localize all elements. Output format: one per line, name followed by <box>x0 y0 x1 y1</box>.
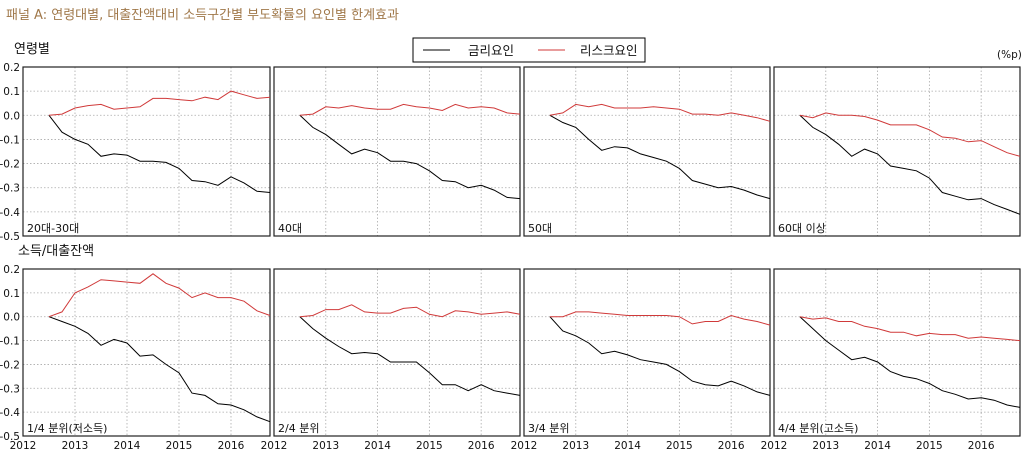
series-line-risk <box>299 304 521 318</box>
y-tick-label: 0.0 <box>3 110 20 122</box>
x-tick-label: 2016 <box>718 440 745 452</box>
y-tick-label: -0.5 <box>0 231 20 243</box>
y-tick-label: -0.1 <box>0 134 20 146</box>
x-tick-label: 2016 <box>968 440 995 452</box>
y-tick-label: -0.2 <box>0 159 20 171</box>
panel-frame <box>523 66 771 237</box>
series-line-rate <box>48 114 271 193</box>
x-tick-label: 2012 <box>761 440 788 452</box>
row-label-age: 연령별 <box>14 42 50 57</box>
x-tick-label: 2012 <box>511 440 538 452</box>
legend: 금리요인 리스크요인 <box>412 37 646 63</box>
series-line-rate <box>48 316 271 423</box>
x-tick-label: 2016 <box>468 440 495 452</box>
y-tick-label: -0.2 <box>0 359 20 371</box>
x-tick-label: 2014 <box>114 440 141 452</box>
series-line-rate <box>799 316 1021 408</box>
y-tick-label: -0.3 <box>0 183 20 195</box>
y-tick-label: -0.3 <box>0 383 20 395</box>
panel-7: 2012 2013 2014 2015 2016 3/4 분위 <box>511 268 771 452</box>
y-tick-label: 0.1 <box>3 86 20 98</box>
legend-label-risk: 리스크요인 <box>580 43 638 58</box>
y-tick-label: 0.1 <box>3 288 20 300</box>
panel-label: 4/4 분위(고소득) <box>778 422 858 435</box>
x-tick-label: 2014 <box>864 440 891 452</box>
y-tick-label: -0.5 <box>0 431 20 443</box>
panel-label: 20대-30대 <box>27 222 79 235</box>
x-tick-label: 2015 <box>416 440 443 452</box>
panel-frame <box>22 268 271 437</box>
series-line-rate <box>299 114 521 200</box>
y-tick-label: -0.4 <box>0 207 20 219</box>
x-tick-label: 2015 <box>916 440 943 452</box>
series-line-rate <box>549 114 771 200</box>
row-label-income: 소득/대출잔액 <box>18 244 94 259</box>
x-tick-label: 2013 <box>62 440 89 452</box>
panel-frame <box>273 268 521 437</box>
panel-frame <box>523 268 771 437</box>
x-tick-label: 2015 <box>166 440 193 452</box>
series-line-rate <box>799 114 1021 215</box>
series-line-risk <box>799 112 1021 157</box>
panel-4: 60대 이상 <box>773 66 1021 237</box>
panel-1: 0.2 0.1 0.0 -0.1 -0.2 -0.3 -0.4 -0.5 20대-30대 <box>0 62 271 243</box>
panel-frame <box>22 66 271 237</box>
x-tick-label: 2014 <box>614 440 641 452</box>
x-tick-label: 2013 <box>812 440 839 452</box>
x-tick-label: 2016 <box>218 440 245 452</box>
panel-label: 2/4 분위 <box>278 422 319 435</box>
x-tick-label: 2013 <box>562 440 589 452</box>
panel-frame <box>773 268 1021 437</box>
panel-label: 60대 이상 <box>778 222 826 235</box>
series-line-risk <box>48 273 271 318</box>
panel-8: 2012 2013 2014 2015 2016 4/4 분위(고소득) <box>761 268 1021 452</box>
x-tick-label: 2014 <box>364 440 391 452</box>
series-line-risk <box>299 103 521 116</box>
x-tick-label: 2012 <box>261 440 288 452</box>
panel-frame <box>773 66 1021 237</box>
y-tick-label: -0.1 <box>0 336 20 348</box>
y-tick-label: 0.2 <box>3 62 20 74</box>
legend-box <box>412 37 646 63</box>
figure-title: 패널 A: 연령대별, 대출잔액대비 소득구간별 부도확률의 요인별 한계효과 <box>6 8 399 23</box>
series-line-risk <box>549 103 771 122</box>
y-tick-label: -0.4 <box>0 407 20 419</box>
panel-2: 40대 <box>273 66 521 237</box>
panel-label: 3/4 분위 <box>528 422 569 435</box>
panel-label: 40대 <box>278 222 302 235</box>
series-line-risk <box>48 90 271 116</box>
x-tick-label: 2012 <box>10 440 37 452</box>
y-tick-label: 0.0 <box>3 312 20 324</box>
legend-label-rate: 금리요인 <box>468 43 514 58</box>
series-line-rate <box>549 316 771 396</box>
panel-6: 2012 2013 2014 2015 2016 2/4 분위 <box>261 268 521 452</box>
panel-frame <box>273 66 521 237</box>
x-tick-label: 2013 <box>312 440 339 452</box>
panel-3: 50대 <box>523 66 771 237</box>
unit-label: (%p) <box>997 49 1022 61</box>
panel-label: 50대 <box>528 222 552 235</box>
series-line-risk <box>799 316 1021 342</box>
series-line-risk <box>549 311 771 326</box>
panel-label: 1/4 분위(저소득) <box>27 422 107 435</box>
series-line-rate <box>299 316 521 396</box>
y-tick-label: 0.2 <box>3 264 20 276</box>
x-tick-label: 2015 <box>666 440 693 452</box>
